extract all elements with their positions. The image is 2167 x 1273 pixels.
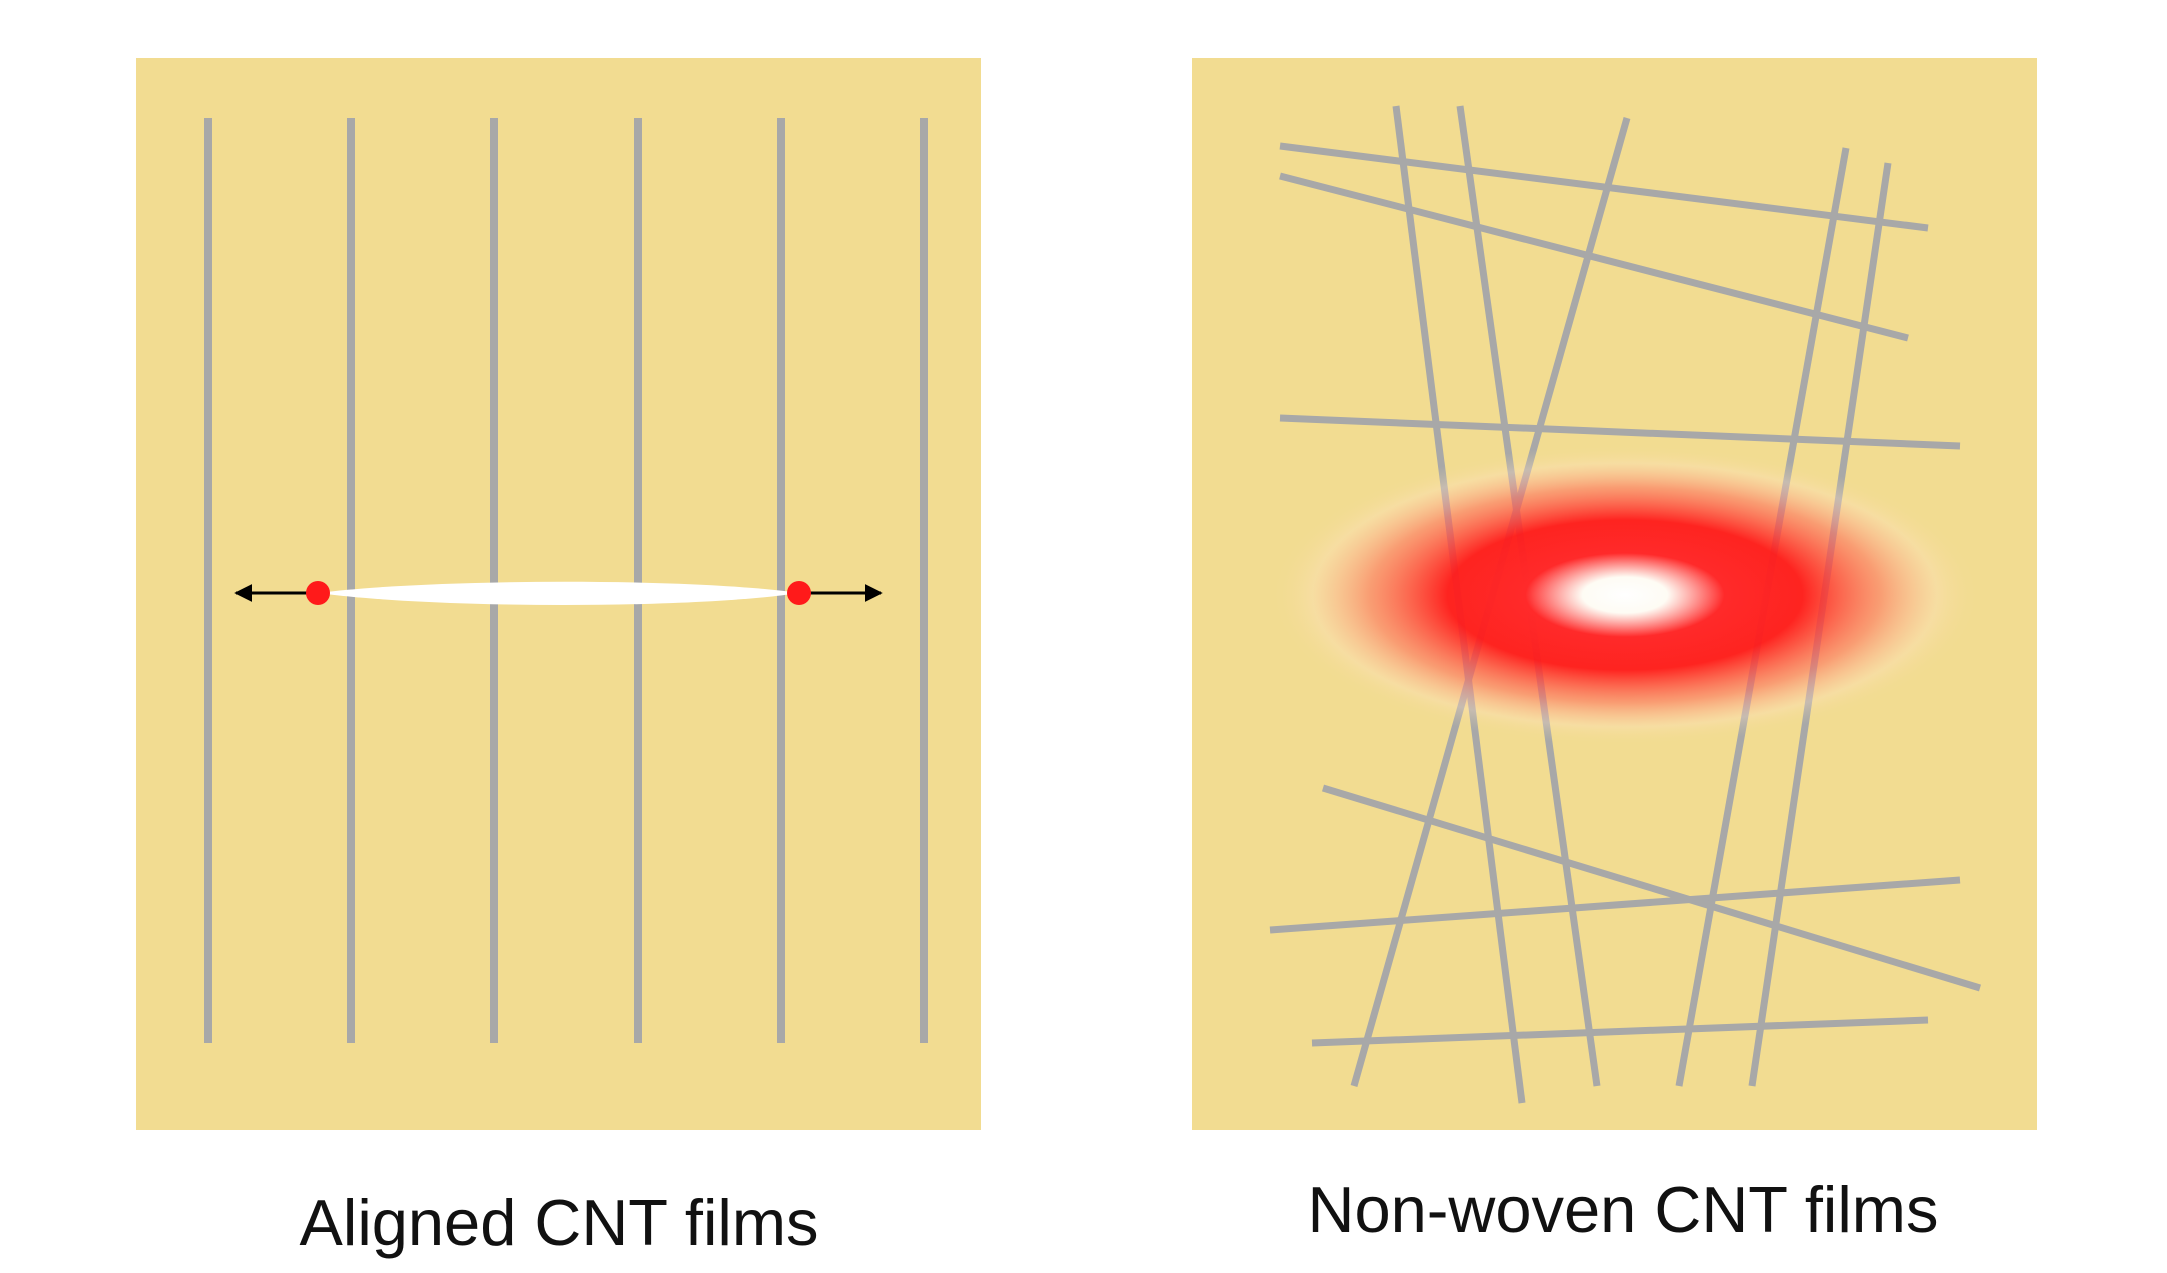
nonwoven-fiber	[1269, 876, 1961, 934]
crack-tip-left	[306, 581, 330, 605]
aligned-cnt-diagram	[204, 118, 928, 1043]
aligned-cnt-panel	[136, 58, 981, 1130]
nonwoven-caption: Non-woven CNT films	[1307, 1173, 1939, 1246]
crack-shape	[318, 581, 799, 605]
nonwoven-cnt-panel	[1192, 58, 2037, 1130]
aligned-caption: Aligned CNT films	[299, 1186, 819, 1259]
nonwoven-fiber	[1279, 414, 1961, 450]
nonwoven-fiber	[1321, 784, 1982, 992]
nonwoven-fiber	[1279, 172, 1909, 342]
heat-spot	[1270, 445, 1980, 745]
nonwoven-fiber	[1311, 1016, 1929, 1047]
nonwoven-cnt-diagram	[1269, 105, 1982, 1104]
crack-tip-right	[787, 581, 811, 605]
aligned-fibers	[204, 118, 928, 1043]
